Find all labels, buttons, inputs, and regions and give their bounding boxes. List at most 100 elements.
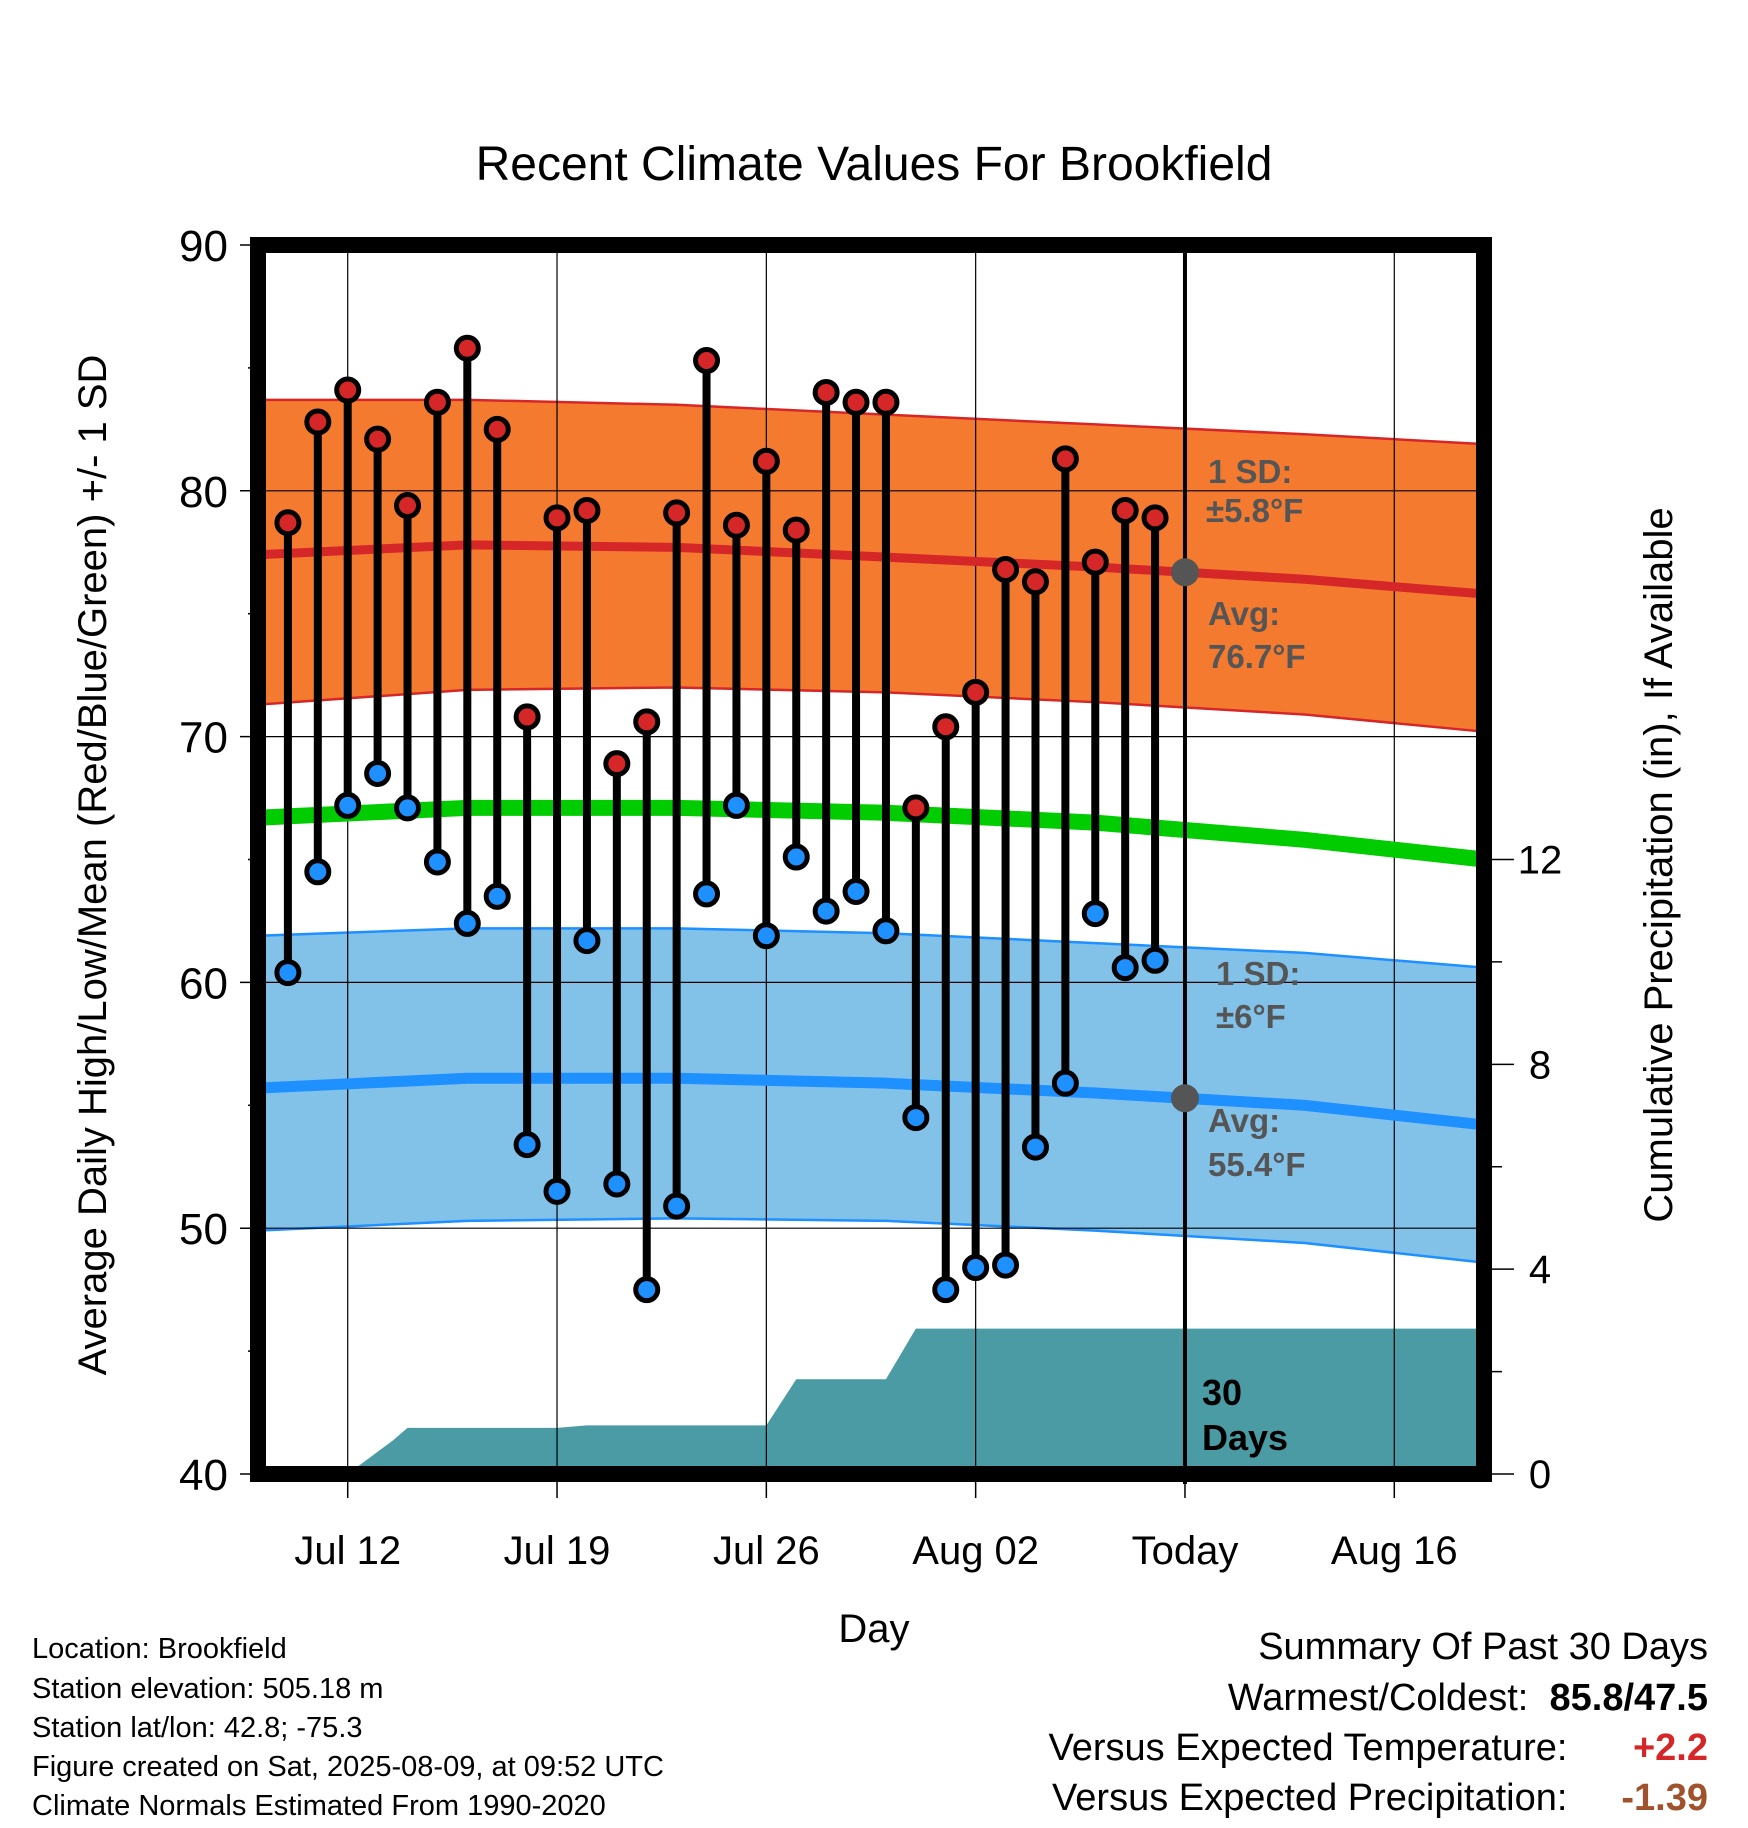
temp-value: +2.2 [1632,1727,1708,1769]
high-sd-value: ±5.8°F [1206,492,1303,529]
low-sd-value: ±6°F [1216,998,1286,1035]
y2-tick-label: 4 [1529,1248,1551,1292]
daily-high-point [1051,445,1079,473]
info-normals: Climate Normals Estimated From 1990-2020 [32,1790,606,1822]
period-unit: Days [1202,1417,1288,1458]
daily-high-point [1141,504,1169,532]
y-tick-label: 50 [179,1205,228,1254]
daily-low-point [394,794,422,822]
info-created: Figure created on Sat, 2025-08-09, at 09… [32,1751,664,1783]
daily-high-point [752,447,780,475]
daily-high-point [304,408,332,436]
daily-high-point [992,555,1020,583]
daily-low-point [1111,954,1139,982]
summary-temp: Versus Expected Temperature: +2.2 [1049,1729,1708,1767]
high-sd-label: 1 SD: [1208,453,1292,490]
daily-low-point [752,922,780,950]
daily-low-point [304,858,332,886]
daily-high-point [573,496,601,524]
daily-high-point [633,708,661,736]
low-avg-value: 55.4°F [1208,1146,1306,1183]
daily-high-point [364,425,392,453]
axes: 40 50 60 70 80 90 0 4 8 12 Jul 12 Jul 19 Jul 26 Aug 0… [179,222,1562,1573]
daily-low-point [812,897,840,925]
x-tick-label: Aug 16 [1331,1529,1458,1573]
daily-low-point [453,909,481,937]
daily-high-point [902,794,930,822]
y2-tick-label: 0 [1529,1453,1551,1497]
daily-low-point [663,1192,691,1220]
daily-high-point [812,378,840,406]
warmest-value: 85.8 [1549,1677,1624,1719]
daily-high-point [274,509,302,537]
x-tick-label: Jul 19 [504,1529,611,1573]
daily-low-point [1051,1069,1079,1097]
daily-low-point [364,759,392,787]
y2-tick-label: 12 [1518,839,1563,883]
summary-precip: Versus Expected Precipitation: -1.39 [1052,1779,1708,1817]
daily-low-point [573,927,601,955]
daily-high-point [722,511,750,539]
daily-high-point [543,504,571,532]
daily-high-point [483,415,511,443]
daily-high-point [603,750,631,778]
warm-cold-label: Warmest/Coldest: [1227,1677,1529,1719]
coldest-value: 47.5 [1634,1677,1708,1719]
precip-area [258,1328,1484,1474]
daily-high-point [872,388,900,416]
daily-low-point [1141,946,1169,974]
info-elevation: Station elevation: 505.18 m [32,1673,384,1705]
low-sd-band [258,928,1484,1263]
chart-title: Recent Climate Values For Brookfield [476,138,1273,191]
daily-low-point [842,877,870,905]
daily-high-point [1111,496,1139,524]
x-axis-label: Day [838,1607,909,1651]
daily-low-point [1021,1133,1049,1161]
daily-low-point [693,880,721,908]
daily-high-point [1021,568,1049,596]
normal-low-line [257,1072,1485,1131]
daily-low-point [932,1276,960,1304]
normal-bands [257,398,1485,1264]
precip-label: Versus Expected Precipitation: [1052,1777,1568,1819]
daily-high-point [423,388,451,416]
today-high-avg-marker [1170,558,1199,587]
daily-low-point [513,1131,541,1159]
daily-high-point [932,713,960,741]
daily-range-stems [283,348,1160,1290]
daily-low-point [543,1177,571,1205]
daily-low-point [992,1251,1020,1279]
daily-low-point [483,882,511,910]
low-avg-label: Avg: [1208,1102,1280,1139]
daily-low-point [902,1104,930,1132]
low-sd-label: 1 SD: [1216,955,1300,992]
high-avg-value: 76.7°F [1208,638,1306,675]
precipitation-area [258,1328,1484,1474]
daily-low-point [872,917,900,945]
daily-high-point [663,499,691,527]
daily-high-point [513,703,541,731]
daily-high-point [394,492,422,520]
daily-high-point [1081,548,1109,576]
daily-low-point [962,1254,990,1282]
today-low-avg-marker [1170,1084,1199,1113]
summary-title: Summary Of Past 30 Days [1258,1626,1708,1668]
info-location: Location: Brookfield [32,1633,287,1665]
y2-axis-label: Cumulative Precipitation (in), If Availa… [1637,507,1681,1222]
period-count: 30 [1202,1372,1242,1413]
daily-high-point [842,388,870,416]
daily-low-point [633,1276,661,1304]
summary-warm-cold: Warmest/Coldest: 85.8/47.5 [1227,1677,1708,1719]
info-latlon: Station lat/lon: 42.8; -75.3 [32,1712,363,1744]
daily-low-point [782,843,810,871]
daily-low-point [722,791,750,819]
daily-low-point [603,1170,631,1198]
low-sd-band-lower-edge [257,1217,1485,1264]
daily-high-point [453,334,481,362]
today-marker [1170,237,1199,1484]
daily-low-point [1081,900,1109,928]
y-tick-label: 60 [179,959,228,1008]
daily-low-point [274,959,302,987]
